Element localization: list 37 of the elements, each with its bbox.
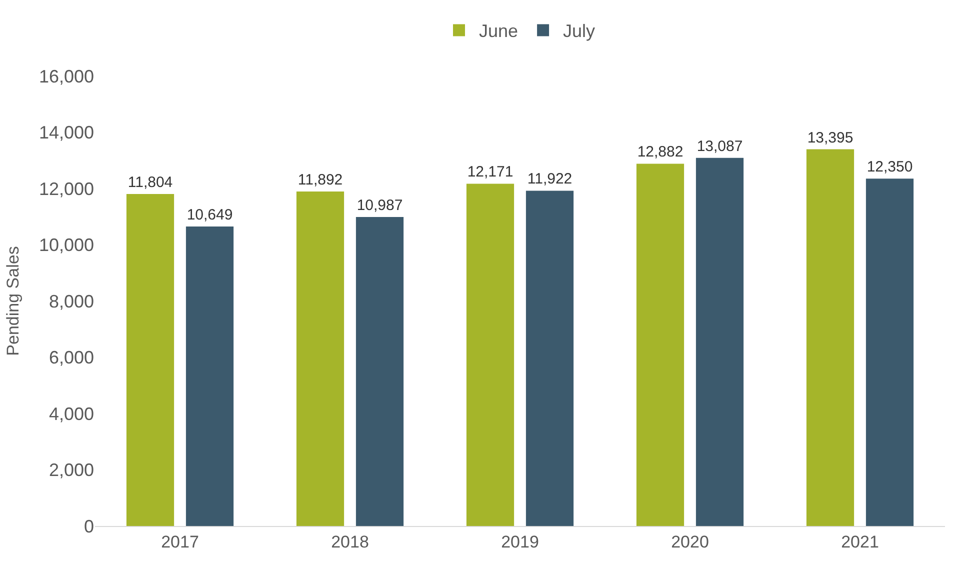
bar bbox=[186, 226, 234, 526]
x-tick-label: 2017 bbox=[161, 532, 199, 552]
data-label: 13,395 bbox=[807, 129, 854, 146]
y-tick-label: 2,000 bbox=[48, 460, 94, 480]
data-label: 10,987 bbox=[356, 196, 403, 214]
y-axis-title: Pending Sales bbox=[3, 246, 22, 356]
y-tick-label: 6,000 bbox=[48, 348, 94, 368]
data-label: 11,892 bbox=[298, 172, 343, 189]
y-tick-label: 10,000 bbox=[38, 235, 94, 256]
y-tick-label: 14,000 bbox=[38, 122, 94, 143]
data-label: 13,087 bbox=[696, 138, 743, 155]
y-tick-label: 12,000 bbox=[38, 178, 94, 199]
bar bbox=[696, 158, 744, 526]
x-tick-label: 2020 bbox=[671, 532, 709, 552]
y-tick-label: 16,000 bbox=[38, 66, 94, 86]
data-label: 11,804 bbox=[128, 174, 173, 192]
y-tick-label: 8,000 bbox=[48, 291, 94, 312]
x-tick-label: 2018 bbox=[331, 532, 369, 552]
bar bbox=[526, 190, 574, 526]
bar bbox=[296, 192, 344, 526]
bar bbox=[466, 184, 514, 526]
x-tick-label: 2021 bbox=[841, 532, 879, 552]
bar bbox=[356, 216, 404, 526]
y-tick-label: 0 bbox=[84, 516, 94, 536]
bar bbox=[636, 164, 684, 526]
data-label: 12,350 bbox=[866, 158, 913, 176]
data-label: 10,649 bbox=[186, 206, 233, 224]
data-label: 12,171 bbox=[467, 164, 514, 181]
legend-label: June bbox=[479, 21, 518, 42]
data-label: 12,882 bbox=[637, 144, 684, 161]
x-tick-label: 2019 bbox=[501, 532, 539, 552]
y-tick-label: 4,000 bbox=[48, 404, 94, 424]
bar bbox=[866, 178, 914, 526]
data-label: 11,922 bbox=[527, 170, 572, 188]
bar bbox=[126, 194, 174, 526]
bar bbox=[806, 149, 854, 526]
legend-label: July bbox=[563, 21, 596, 42]
